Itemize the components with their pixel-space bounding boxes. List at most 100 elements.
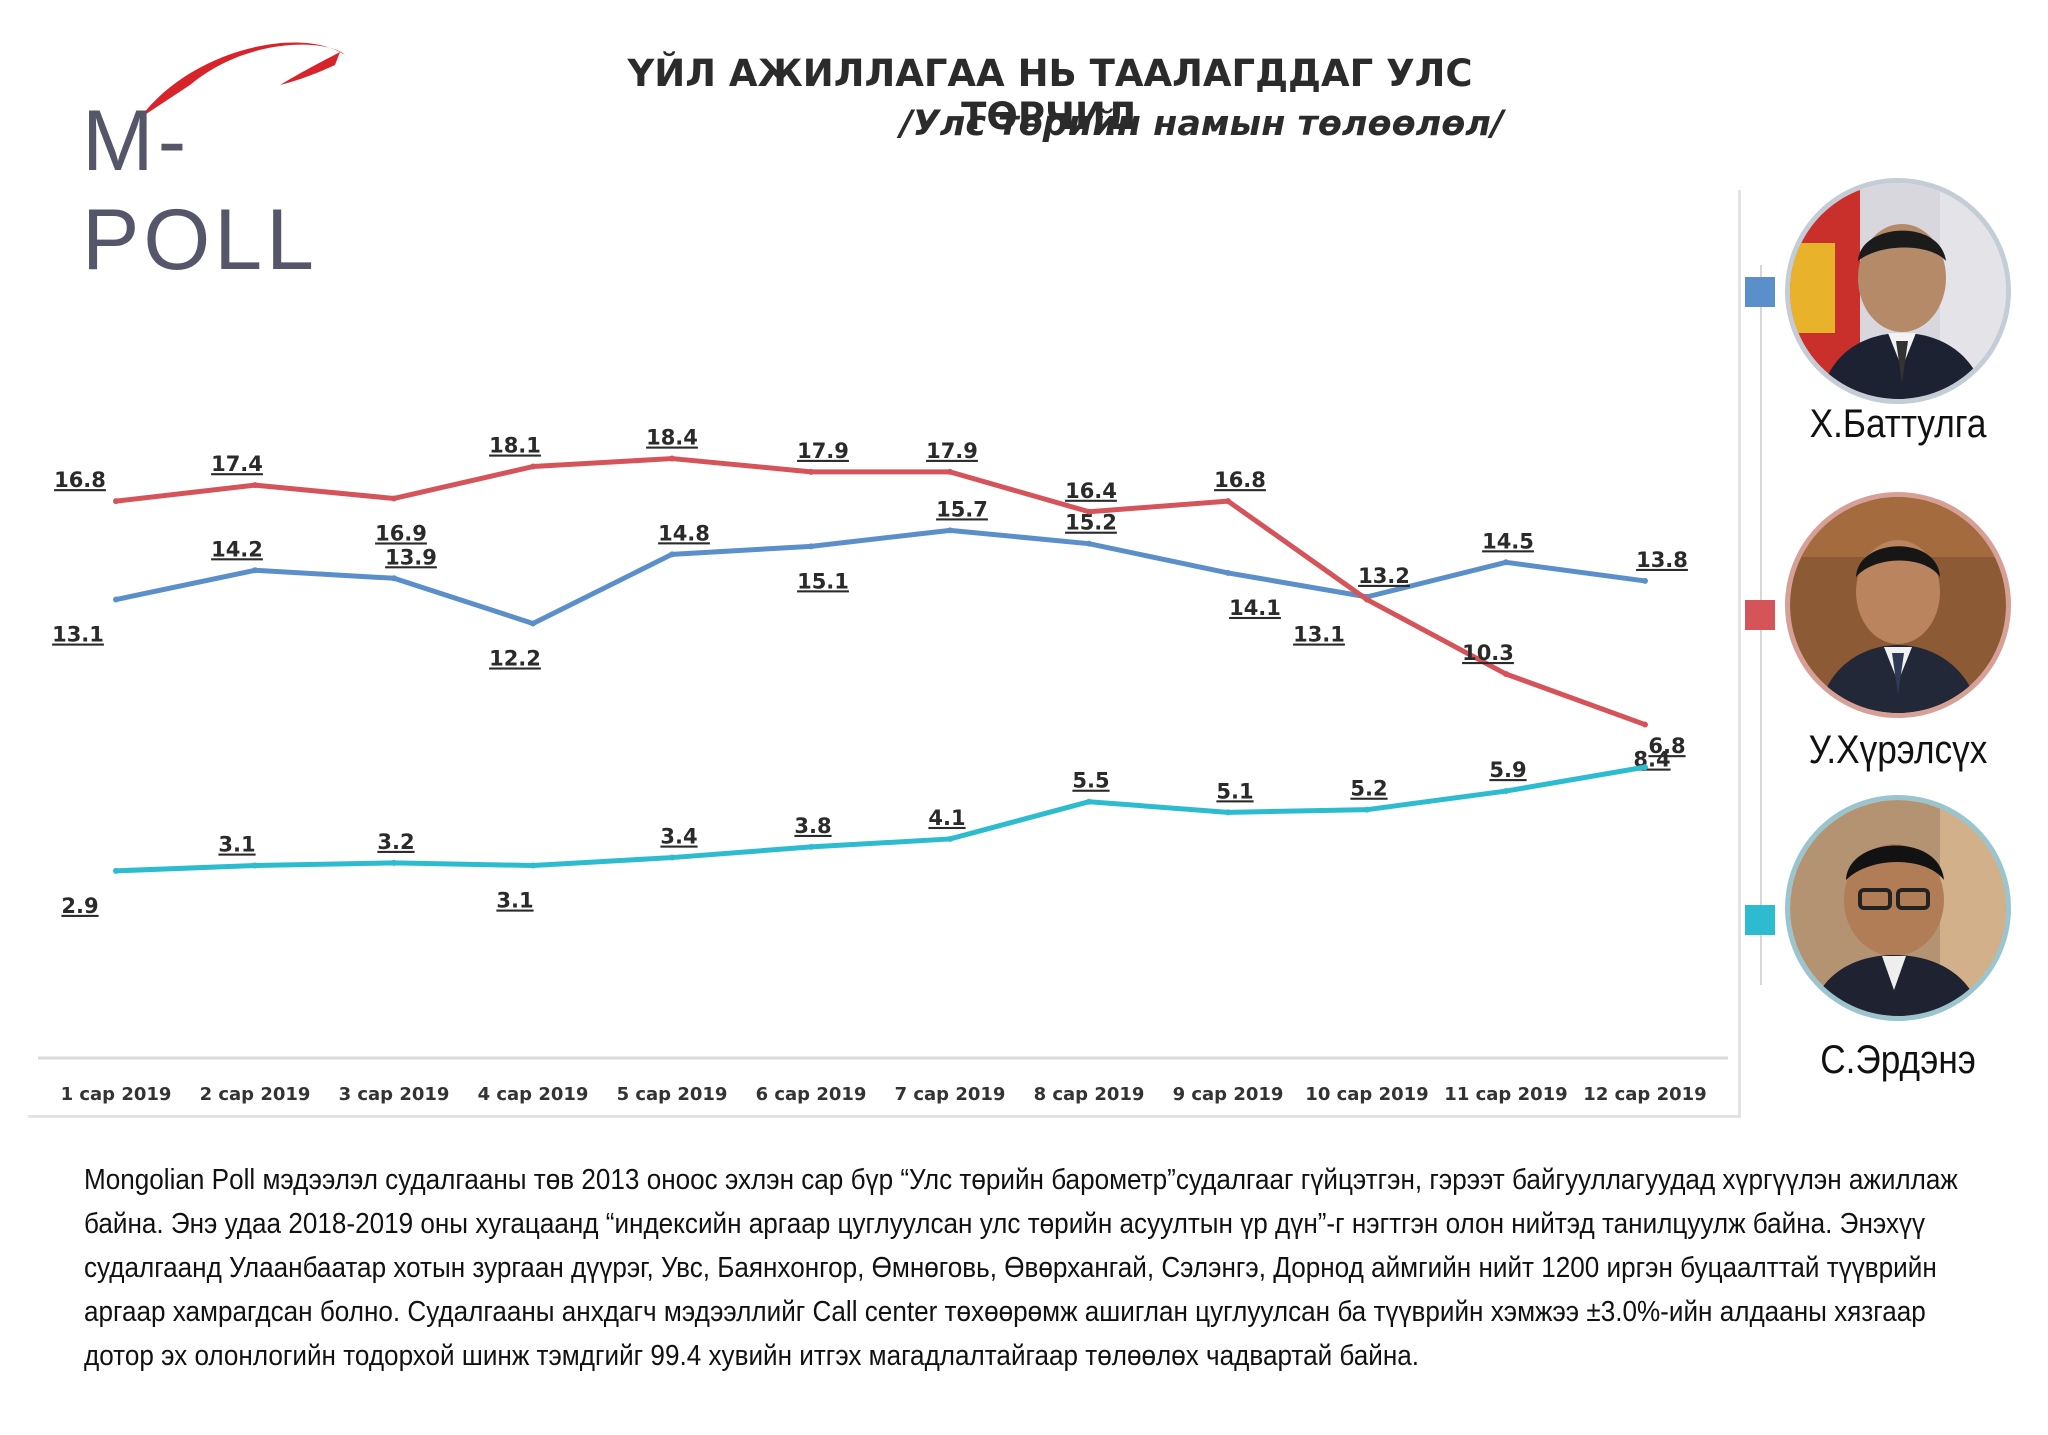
data-label: 17.4 bbox=[211, 452, 263, 476]
data-point bbox=[1364, 596, 1370, 603]
data-label: 17.9 bbox=[797, 439, 849, 463]
data-point bbox=[113, 867, 119, 874]
data-point bbox=[947, 527, 953, 534]
data-label: 5.9 bbox=[1489, 758, 1526, 782]
data-point bbox=[1642, 577, 1648, 584]
data-point bbox=[808, 543, 814, 550]
data-label: 16.8 bbox=[1214, 468, 1266, 492]
data-label: 18.1 bbox=[489, 434, 541, 458]
data-label: 13.8 bbox=[1636, 548, 1688, 572]
x-tick-label: 9 сар 2019 bbox=[1173, 1084, 1284, 1105]
data-point bbox=[1503, 788, 1509, 795]
x-tick-label: 2 сар 2019 bbox=[200, 1084, 311, 1105]
series-line bbox=[115, 527, 1646, 626]
logo-swoosh-icon bbox=[140, 42, 345, 118]
legend-swatch-battulga bbox=[1745, 277, 1775, 307]
legend-swatch-khurelsukh bbox=[1745, 600, 1775, 630]
data-point bbox=[1086, 508, 1092, 515]
data-label: 14.2 bbox=[211, 537, 263, 561]
data-point bbox=[252, 482, 258, 489]
legend-name-battulga: Х.Баттулга bbox=[1809, 402, 1987, 446]
data-label: 5.5 bbox=[1072, 769, 1109, 793]
data-label: 14.1 bbox=[1229, 596, 1281, 620]
data-point bbox=[1225, 498, 1231, 505]
series-line bbox=[115, 764, 1646, 874]
m-poll-logo: M-POLL bbox=[70, 30, 420, 288]
x-tick-label: 5 сар 2019 bbox=[617, 1084, 728, 1105]
data-point bbox=[808, 843, 814, 850]
data-label: 16.4 bbox=[1065, 479, 1117, 503]
portrait-battulga-photo bbox=[1785, 178, 2011, 404]
data-point bbox=[113, 596, 119, 603]
data-label: 13.9 bbox=[385, 545, 437, 569]
data-label: 4.1 bbox=[928, 806, 965, 830]
data-label: 6.8 bbox=[1648, 734, 1685, 758]
portrait-khurelsukh-photo bbox=[1785, 492, 2011, 718]
x-tick-label: 6 сар 2019 bbox=[756, 1084, 867, 1105]
data-label: 18.4 bbox=[646, 426, 698, 450]
data-label: 5.2 bbox=[1350, 777, 1387, 801]
portrait-erdene-photo bbox=[1785, 795, 2011, 1021]
legend-name-khurelsukh: У.Хүрэлсүх bbox=[1808, 728, 1988, 772]
data-label: 3.8 bbox=[794, 814, 831, 838]
data-point bbox=[808, 468, 814, 475]
data-point bbox=[669, 854, 675, 861]
data-label: 5.1 bbox=[1216, 779, 1253, 803]
data-point bbox=[113, 498, 119, 505]
data-point bbox=[1642, 721, 1648, 728]
data-point bbox=[391, 859, 397, 866]
data-label: 3.4 bbox=[660, 825, 697, 849]
x-tick-label: 4 сар 2019 bbox=[478, 1084, 589, 1105]
data-label: 12.2 bbox=[489, 646, 541, 670]
legend-swatch-erdene bbox=[1745, 905, 1775, 935]
data-label: 3.1 bbox=[218, 833, 255, 857]
data-point bbox=[1225, 809, 1231, 816]
data-label: 14.5 bbox=[1482, 529, 1534, 553]
data-point bbox=[1503, 671, 1509, 678]
data-label: 3.2 bbox=[377, 830, 414, 854]
data-label: 14.8 bbox=[658, 521, 710, 545]
data-label: 13.1 bbox=[1293, 623, 1345, 647]
data-label: 3.1 bbox=[496, 889, 533, 913]
data-point bbox=[530, 620, 536, 627]
x-tick-label: 11 сар 2019 bbox=[1444, 1084, 1567, 1105]
x-tick-label: 1 сар 2019 bbox=[61, 1084, 172, 1105]
data-point bbox=[1642, 764, 1648, 771]
data-point bbox=[1503, 559, 1509, 566]
data-point bbox=[391, 495, 397, 502]
data-label: 15.2 bbox=[1065, 511, 1117, 535]
x-tick-label: 10 сар 2019 bbox=[1305, 1084, 1428, 1105]
data-point bbox=[530, 463, 536, 470]
data-point bbox=[252, 567, 258, 574]
data-label: 10.3 bbox=[1462, 641, 1514, 665]
x-tick-label: 12 сар 2019 bbox=[1583, 1084, 1706, 1105]
data-point bbox=[1086, 540, 1092, 547]
legend-name-erdene: С.Эрдэнэ bbox=[1820, 1038, 1976, 1082]
data-label: 16.9 bbox=[375, 521, 427, 545]
data-point bbox=[669, 551, 675, 558]
data-point bbox=[947, 835, 953, 842]
series-line bbox=[115, 456, 1646, 727]
data-label: 16.8 bbox=[54, 468, 106, 492]
data-point bbox=[530, 862, 536, 869]
data-label: 13.1 bbox=[52, 623, 104, 647]
data-point bbox=[1225, 569, 1231, 576]
data-point bbox=[1364, 806, 1370, 813]
data-point bbox=[391, 575, 397, 582]
chart-title: ҮЙЛ АЖИЛЛАГАА НЬ ТААЛАГДДАГ УЛС ТӨРЧИД bbox=[627, 52, 1473, 138]
data-label: 17.9 bbox=[926, 439, 978, 463]
line-chart: 1 сар 2019 2 сар 2019 3 сар 2019 4 сар 2019… bbox=[38, 426, 1728, 1105]
chart-frame: 1 сар 2019 2 сар 2019 3 сар 2019 4 сар 2019… bbox=[28, 190, 1741, 1118]
chart-subtitle: /Улс төрийн намын төлөөлөл/ bbox=[900, 104, 1504, 144]
data-label: 13.2 bbox=[1358, 564, 1410, 588]
x-tick-label: 3 сар 2019 bbox=[339, 1084, 450, 1105]
data-label: 15.1 bbox=[797, 569, 849, 593]
description-text: Mongolian Poll мэдээлэл судалгааны төв 2… bbox=[84, 1164, 1958, 1372]
data-point bbox=[947, 468, 953, 475]
data-point bbox=[252, 862, 258, 869]
data-label: 15.7 bbox=[936, 497, 988, 521]
data-point bbox=[1086, 798, 1092, 805]
data-label: 2.9 bbox=[61, 894, 98, 918]
x-tick-label: 7 сар 2019 bbox=[895, 1084, 1006, 1105]
data-point bbox=[669, 455, 675, 462]
